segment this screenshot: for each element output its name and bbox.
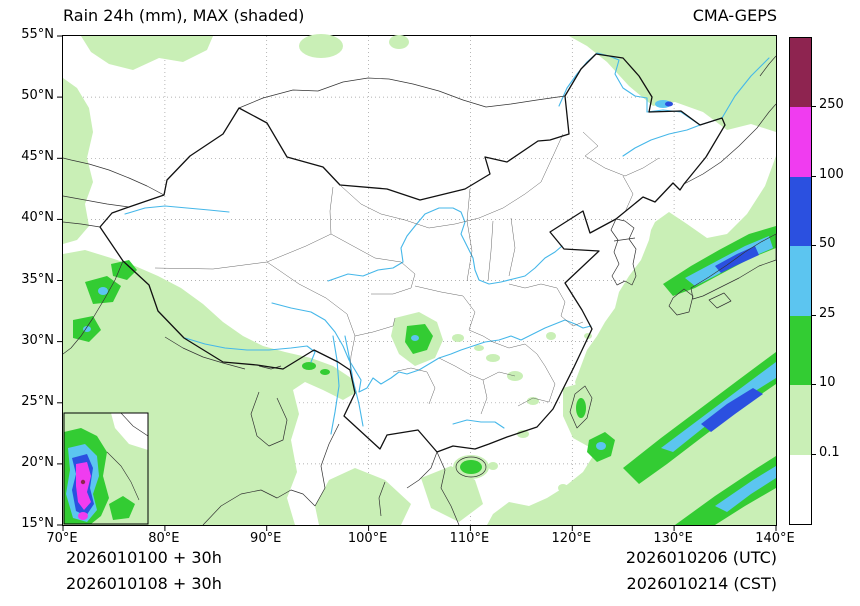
- precip-light-shading: [63, 34, 776, 525]
- x-tick-label: 80°E: [148, 531, 180, 546]
- y-tick-label: 25°N: [21, 393, 54, 409]
- colorbar-tick: [811, 314, 816, 316]
- x-tick-label: 130°E: [653, 531, 693, 546]
- colorbar-segment-10-25: [790, 315, 811, 386]
- y-tick-label: 40°N: [21, 210, 54, 226]
- colorbar-label: 100: [819, 166, 844, 182]
- y-tick-label: 20°N: [21, 454, 54, 470]
- colorbar-segment-over-250: [790, 38, 811, 108]
- colorbar-label: 50: [819, 236, 836, 252]
- map-plot: [57, 34, 777, 531]
- colorbar-segment-25-50: [790, 246, 811, 316]
- model-label: CMA-GEPS: [692, 6, 777, 25]
- colorbar-label: 25: [819, 305, 836, 321]
- colorbar-segment-100-250: [790, 107, 811, 177]
- colorbar-segment-50-100: [790, 176, 811, 247]
- page-title: Rain 24h (mm), MAX (shaded): [63, 6, 305, 25]
- y-tick-label: 30°N: [21, 332, 54, 348]
- x-tick-label: 120°E: [551, 531, 592, 546]
- country-borders: [62, 55, 777, 526]
- precip-intense-shading: [665, 101, 763, 432]
- inset-panel: [63, 412, 149, 525]
- axis-ticks: [57, 35, 777, 531]
- y-tick-label: 15°N: [21, 516, 54, 531]
- y-tick-label: 50°N: [21, 88, 54, 104]
- valid-time-utc: 2026010206 (UTC): [625, 548, 777, 567]
- x-tick-label: 70°E: [46, 531, 78, 546]
- colorbar: [789, 37, 812, 525]
- colorbar-tick: [811, 245, 816, 247]
- colorbar-tick: [811, 453, 816, 455]
- x-tick-label: 140°E: [755, 531, 795, 546]
- colorbar-label: 250: [819, 97, 844, 113]
- colorbar-segment-01-10: [790, 385, 811, 455]
- china-border: [99, 53, 726, 453]
- y-tick-label: 55°N: [21, 27, 54, 42]
- colorbar-segment-under-01: [790, 454, 811, 524]
- init-time-utc: 2026010100 + 30h: [66, 548, 222, 567]
- colorbar-tick: [811, 175, 816, 177]
- colorbar-label: 0.1: [819, 444, 840, 460]
- y-tick-label: 45°N: [21, 149, 54, 165]
- y-tick-label: 35°N: [21, 271, 54, 287]
- map-canvas: [57, 34, 777, 531]
- x-tick-label: 90°E: [250, 531, 282, 546]
- init-time-cst: 2026010108 + 30h: [66, 574, 222, 593]
- x-tick-label: 110°E: [449, 531, 490, 546]
- colorbar-label: 10: [819, 375, 836, 391]
- colorbar-tick: [811, 384, 816, 386]
- valid-time-cst: 2026010214 (CST): [626, 574, 777, 593]
- colorbar-tick: [811, 106, 816, 108]
- province-borders: [154, 131, 660, 415]
- x-tick-label: 100°E: [347, 531, 388, 546]
